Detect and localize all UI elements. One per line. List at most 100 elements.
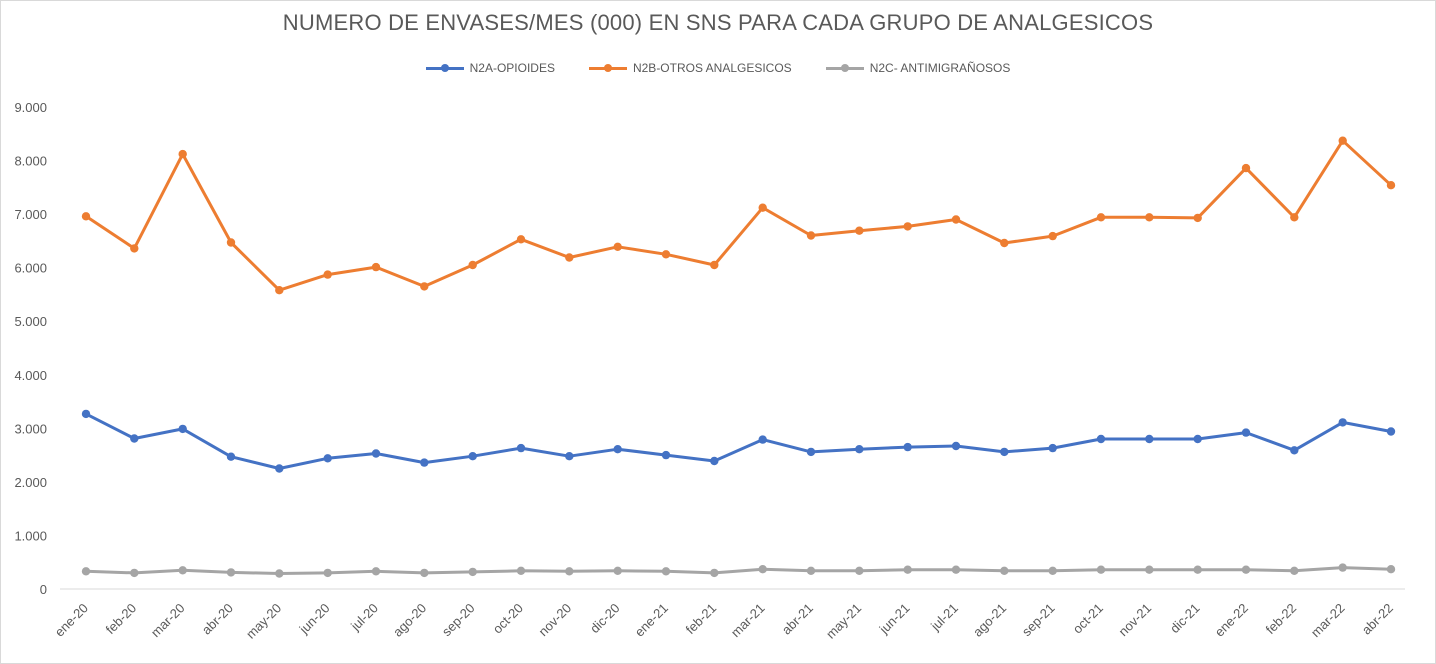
data-point-n2b	[758, 203, 767, 212]
x-tick-label: feb-22	[1263, 600, 1300, 637]
data-point-n2b	[903, 222, 912, 231]
x-tick-label: oct-21	[1070, 600, 1106, 636]
x-tick-label: feb-20	[103, 600, 140, 637]
x-tick-label: ene-22	[1212, 600, 1251, 639]
data-point-n2b	[1386, 181, 1396, 190]
data-point-n2a	[806, 447, 816, 457]
data-point-n2b	[468, 260, 477, 270]
y-tick-label: 9.000	[14, 100, 47, 115]
legend-label-n2a: N2A-OPIOIDES	[469, 61, 555, 75]
data-point-n2c	[178, 566, 187, 575]
chart-legend: N2A-OPIOIDES N2B-OTROS ANALGESICOS N2C- …	[0, 61, 1436, 75]
data-point-n2c	[613, 566, 622, 575]
data-point-n2a	[1338, 418, 1347, 427]
data-point-n2a	[226, 452, 236, 461]
x-tick-label: nov-20	[536, 600, 575, 639]
data-point-n2b	[1193, 213, 1202, 223]
data-point-n2a	[613, 445, 622, 454]
data-point-n2b	[565, 253, 574, 262]
data-point-n2c	[806, 566, 816, 575]
x-tick-label: jun-21	[876, 600, 913, 637]
data-point-n2a	[275, 464, 284, 473]
data-point-n2c	[468, 567, 477, 577]
data-point-n2b	[1338, 136, 1347, 145]
data-point-n2c	[1096, 565, 1106, 574]
x-tick-label: feb-21	[683, 600, 720, 637]
data-point-n2c	[1290, 566, 1299, 575]
data-point-n2a	[178, 424, 187, 434]
data-point-n2b	[1145, 213, 1154, 222]
chart-title: NUMERO DE ENVASES/MES (000) EN SNS PARA …	[282, 10, 1154, 35]
data-point-n2a	[516, 443, 526, 453]
data-point-n2b	[613, 242, 622, 251]
x-tick-label: ene-20	[52, 600, 91, 639]
legend-item-n2c: N2C- ANTIMIGRAÑOSOS	[825, 61, 1011, 75]
data-point-n2a	[1241, 428, 1251, 437]
data-point-n2a	[661, 450, 671, 460]
data-point-n2c	[565, 567, 574, 576]
data-point-n2c	[758, 565, 767, 574]
data-point-n2a	[710, 456, 719, 466]
data-point-n2b	[275, 286, 284, 295]
data-point-n2a	[758, 435, 767, 444]
data-point-n2a	[1290, 446, 1299, 455]
data-point-n2b	[178, 149, 187, 159]
data-point-n2a	[855, 445, 864, 454]
x-tick-label: mar-21	[728, 600, 768, 640]
data-point-n2b	[1000, 238, 1009, 248]
x-tick-label: jun-20	[296, 600, 333, 637]
data-point-n2b	[951, 215, 961, 224]
data-point-n2c	[1145, 565, 1154, 574]
data-point-n2c	[1386, 565, 1396, 574]
data-point-n2a	[903, 442, 912, 452]
data-point-n2b	[516, 235, 526, 244]
data-point-n2c	[516, 566, 526, 575]
x-tick-label: may-20	[243, 600, 284, 641]
data-point-n2a	[951, 441, 961, 451]
data-point-n2b	[323, 270, 332, 279]
series-line-n2a	[84, 412, 1393, 470]
data-point-n2b	[81, 212, 91, 221]
data-point-n2c	[710, 568, 719, 578]
data-point-n2c	[903, 565, 912, 574]
legend-swatch-n2b	[588, 63, 627, 73]
legend-marker-n2c	[840, 64, 849, 72]
data-point-n2c	[275, 569, 284, 578]
data-point-n2b	[1241, 163, 1251, 173]
x-tick-label: mar-22	[1308, 600, 1348, 640]
legend-label-n2b: N2B-OTROS ANALGESICOS	[632, 61, 792, 75]
legend-swatch-n2a	[425, 63, 464, 73]
y-tick-label: 1.000	[14, 528, 47, 543]
x-tick-label: nov-21	[1116, 600, 1155, 639]
data-point-n2c	[371, 567, 381, 576]
data-point-n2a	[1193, 434, 1202, 444]
data-point-n2a	[323, 454, 332, 463]
data-point-n2c	[226, 568, 236, 577]
y-tick-label: 6.000	[14, 261, 47, 276]
y-tick-label: 5.000	[14, 314, 47, 329]
data-point-n2c	[1000, 566, 1009, 575]
data-point-n2c	[661, 567, 671, 576]
x-tick-label: abr-22	[1359, 600, 1396, 637]
data-point-n2b	[806, 231, 816, 240]
data-point-n2a	[1145, 434, 1154, 444]
data-point-n2a	[1386, 427, 1396, 436]
y-tick-label: 7.000	[14, 207, 47, 222]
legend-marker-n2b	[603, 64, 612, 72]
data-point-n2a	[565, 452, 574, 461]
x-tick-label: ene-21	[632, 600, 671, 639]
x-tick-label: sep-20	[439, 600, 478, 639]
y-tick-label: 2.000	[14, 475, 47, 490]
legend-label-n2c: N2C- ANTIMIGRAÑOSOS	[869, 61, 1011, 75]
data-point-n2b	[855, 226, 864, 235]
legend-marker-n2a	[440, 64, 449, 72]
x-tick-label: ago-20	[390, 600, 429, 639]
data-point-n2a	[468, 452, 477, 461]
x-tick-label: oct-20	[490, 600, 526, 636]
data-point-n2c	[1048, 566, 1057, 575]
data-point-n2b	[130, 244, 139, 253]
y-tick-label: 0	[40, 582, 47, 597]
data-point-n2b	[1096, 213, 1106, 222]
x-tick-label: abr-20	[199, 600, 236, 637]
